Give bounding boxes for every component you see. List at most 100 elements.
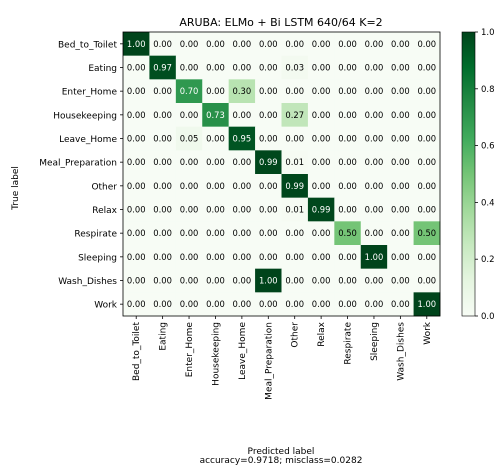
x-tick-label: Housekeeping xyxy=(211,322,221,386)
heatmap-cell xyxy=(360,150,388,175)
cell-value-label: 0.00 xyxy=(233,110,252,120)
colorbar-tick-label: 0.4 xyxy=(481,198,495,208)
cell-value-label: 0.00 xyxy=(285,134,304,144)
cell-value-label: 0.99 xyxy=(259,157,278,167)
cell-value-label: 0.00 xyxy=(180,63,199,73)
cell-value-label: 0.73 xyxy=(206,110,225,120)
cell-value-label: 0.00 xyxy=(233,39,252,49)
cell-value-label: 0.00 xyxy=(233,276,252,286)
heatmap-cell xyxy=(307,245,335,269)
heatmap-cell xyxy=(175,245,203,269)
cell-value-label: 0.00 xyxy=(417,276,436,286)
cell-value-label: 0.00 xyxy=(312,252,331,262)
heatmap-cell xyxy=(123,197,150,222)
cell-value-label: 0.00 xyxy=(153,228,172,238)
cell-value-label: 0.00 xyxy=(153,299,172,309)
cell-value-label: 0.00 xyxy=(259,228,278,238)
heatmap-cell xyxy=(334,150,362,175)
heatmap-cell xyxy=(307,79,335,104)
cell-value-label: 0.00 xyxy=(127,205,146,215)
heatmap-cell xyxy=(149,150,177,175)
cell-value-label: 0.00 xyxy=(180,252,199,262)
cell-value-label: 0.00 xyxy=(285,39,304,49)
cell-value-label: 0.00 xyxy=(206,299,225,309)
cell-value-label: 0.00 xyxy=(206,276,225,286)
heatmap-cell xyxy=(387,221,414,246)
heatmap-cell xyxy=(149,268,177,293)
cell-value-label: 0.00 xyxy=(285,252,304,262)
x-axis-label: Predicted label xyxy=(248,447,315,457)
cell-value-label: 0.00 xyxy=(391,276,410,286)
heatmap-cell xyxy=(202,126,229,151)
heatmap-cell xyxy=(334,245,362,269)
heatmap-cell xyxy=(149,55,177,80)
cell-value-label: 0.00 xyxy=(285,299,304,309)
heatmap-cell xyxy=(255,55,282,80)
cell-value-label: 0.00 xyxy=(206,39,225,49)
x-tick-label: Work xyxy=(423,321,433,345)
y-tick-label: Other xyxy=(91,182,117,192)
heatmap-cell xyxy=(228,55,256,80)
heatmap-cell xyxy=(255,174,282,198)
plot-frame xyxy=(122,31,441,317)
cell-value-label: 0.00 xyxy=(338,276,357,286)
cell-value-label: 0.00 xyxy=(338,86,357,96)
heatmap-cell xyxy=(387,55,414,80)
heatmap-cell xyxy=(307,197,335,222)
cell-value-label: 0.01 xyxy=(285,205,304,215)
heatmap-cell xyxy=(149,174,177,198)
heatmap-cell xyxy=(255,197,282,222)
heatmap-cell xyxy=(334,221,362,246)
cell-value-label: 0.00 xyxy=(259,181,278,191)
heatmap-cell xyxy=(360,126,388,151)
heatmap-cell xyxy=(202,103,229,127)
heatmap-cell xyxy=(255,32,282,56)
heatmap-cell xyxy=(202,32,229,56)
heatmap-cell xyxy=(413,292,441,317)
y-tick-label: Respirate xyxy=(74,230,117,240)
cell-value-label: 0.00 xyxy=(338,181,357,191)
cell-value-label: 0.00 xyxy=(180,39,199,49)
heatmap-cell xyxy=(334,79,362,104)
heatmap-cell xyxy=(228,197,256,222)
heatmap-cell xyxy=(387,126,414,151)
cell-value-label: 0.00 xyxy=(391,63,410,73)
cell-value-label: 0.00 xyxy=(365,299,384,309)
cell-value-label: 1.00 xyxy=(417,299,436,309)
heatmap-cell xyxy=(228,126,256,151)
heatmap-cell xyxy=(387,103,414,127)
cell-value-label: 0.99 xyxy=(285,181,304,191)
cell-value-label: 0.00 xyxy=(312,110,331,120)
heatmap-cell xyxy=(123,245,150,269)
cell-value-label: 0.70 xyxy=(180,86,199,96)
heatmap-cell xyxy=(360,245,388,269)
x-tick-label: Meal_Preparation xyxy=(264,322,274,400)
cell-value-label: 0.00 xyxy=(391,299,410,309)
y-tick-label: Leave_Home xyxy=(59,135,117,145)
cell-value-label: 0.00 xyxy=(338,205,357,215)
heatmap-cell xyxy=(360,174,388,198)
heatmap-cell xyxy=(307,126,335,151)
cell-value-label: 0.00 xyxy=(417,181,436,191)
heatmap-cell xyxy=(281,79,309,104)
heatmap-cell xyxy=(307,150,335,175)
heatmap-cell xyxy=(413,55,441,80)
heatmap-cell xyxy=(123,174,150,198)
cell-value-label: 0.00 xyxy=(180,110,199,120)
cell-value-label: 0.00 xyxy=(153,134,172,144)
cell-value-label: 0.00 xyxy=(365,63,384,73)
cell-value-label: 0.00 xyxy=(312,86,331,96)
heatmap-cell xyxy=(123,150,150,175)
heatmap-cell xyxy=(281,150,309,175)
cell-value-label: 1.00 xyxy=(259,276,278,286)
cell-value-label: 0.05 xyxy=(180,134,199,144)
heatmap-cell xyxy=(413,245,441,269)
heatmap-cell xyxy=(202,292,229,317)
heatmap-cell xyxy=(360,79,388,104)
cell-value-label: 0.00 xyxy=(127,276,146,286)
heatmap-cell xyxy=(360,268,388,293)
heatmap-cell xyxy=(123,79,150,104)
cell-value-label: 0.00 xyxy=(391,181,410,191)
heatmap-cell xyxy=(413,268,441,293)
heatmap-cell xyxy=(307,174,335,198)
